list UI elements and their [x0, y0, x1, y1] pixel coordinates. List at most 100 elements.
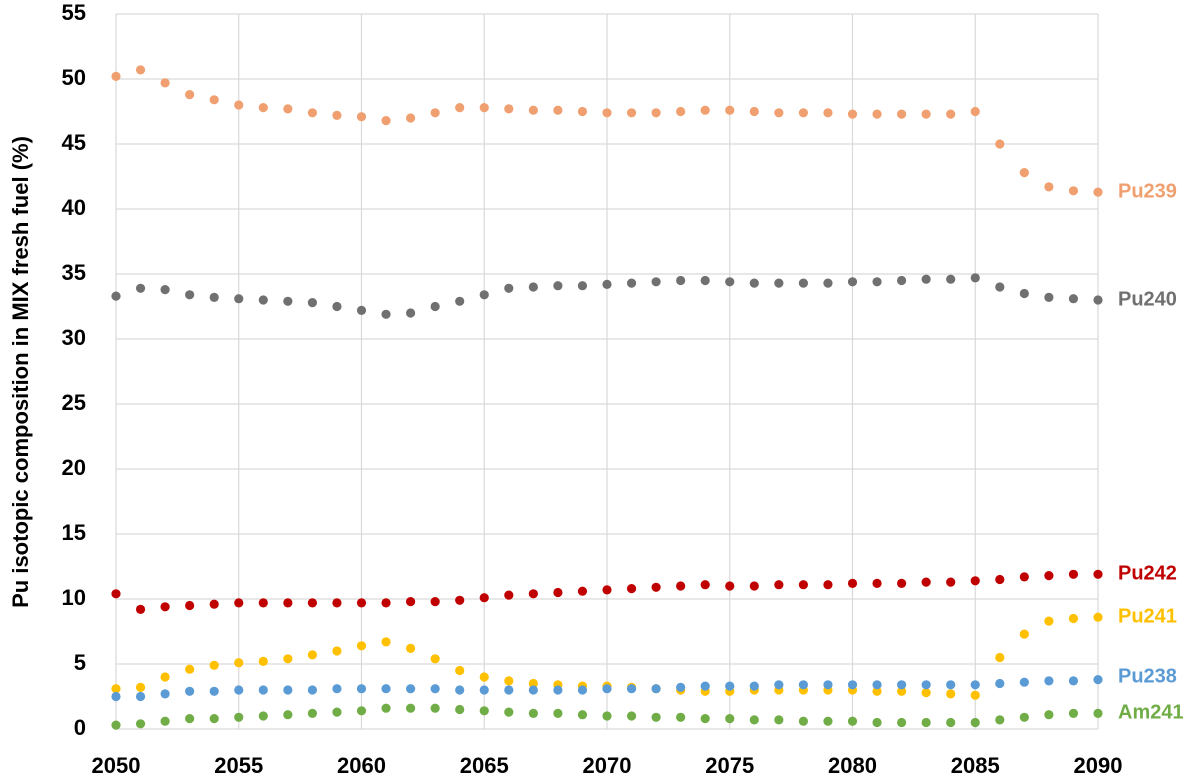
- y-axis-label: Pu isotopic composition in MIX fresh fue…: [8, 136, 33, 608]
- data-point: [528, 685, 538, 695]
- data-point: [160, 716, 170, 726]
- data-point: [234, 598, 244, 608]
- data-point: [209, 714, 219, 724]
- data-point: [774, 108, 784, 118]
- data-point: [897, 717, 907, 728]
- data-point: [626, 278, 637, 288]
- data-point: [774, 278, 784, 288]
- data-point: [946, 689, 956, 699]
- data-point: [921, 274, 931, 284]
- data-point: [577, 106, 588, 117]
- data-point: [1068, 676, 1079, 686]
- series-label: Pu240: [1118, 288, 1177, 310]
- data-point: [823, 716, 833, 726]
- data-point: [700, 580, 710, 590]
- data-point: [823, 680, 833, 690]
- data-point: [651, 108, 661, 118]
- data-point: [356, 598, 367, 608]
- data-point: [283, 104, 293, 114]
- data-point: [258, 598, 268, 608]
- data-point: [504, 676, 514, 686]
- data-point: [1093, 675, 1103, 685]
- data-point: [406, 597, 416, 607]
- data-point: [160, 78, 170, 88]
- data-point: [430, 703, 440, 713]
- data-point: [455, 685, 465, 695]
- data-point: [725, 277, 735, 287]
- data-point: [1093, 708, 1103, 719]
- data-point: [504, 104, 514, 114]
- data-point: [676, 106, 686, 117]
- data-point: [725, 581, 735, 591]
- data-point: [479, 685, 489, 695]
- data-point: [823, 580, 833, 590]
- data-point: [577, 281, 588, 291]
- x-tick-label: 2080: [828, 753, 877, 778]
- data-point: [381, 637, 391, 647]
- series-label: Pu241: [1118, 605, 1177, 627]
- x-tick-label: 2060: [337, 753, 386, 778]
- data-point: [749, 715, 759, 725]
- data-point: [798, 716, 809, 726]
- data-point: [651, 582, 661, 592]
- data-point: [676, 275, 686, 286]
- data-point: [528, 589, 538, 599]
- y-tick-label: 30: [62, 325, 86, 350]
- data-point: [1019, 677, 1029, 687]
- x-tick-label: 2070: [583, 753, 632, 778]
- data-point: [1019, 629, 1029, 639]
- data-point: [602, 108, 612, 118]
- data-point: [626, 711, 637, 721]
- data-point: [332, 301, 342, 312]
- data-point: [356, 112, 367, 122]
- data-point: [528, 105, 538, 115]
- data-point: [1068, 613, 1079, 624]
- data-point: [430, 108, 440, 118]
- data-point: [798, 108, 809, 118]
- data-point: [1019, 288, 1029, 299]
- data-point: [553, 105, 563, 115]
- y-tick-label: 50: [62, 65, 86, 90]
- series-label: Am241: [1118, 702, 1184, 724]
- data-point: [946, 274, 956, 284]
- data-point: [1044, 710, 1054, 720]
- data-point: [626, 684, 637, 694]
- data-point: [406, 684, 416, 694]
- data-point: [479, 290, 489, 300]
- data-point: [332, 598, 342, 608]
- data-point: [258, 711, 268, 721]
- data-point: [528, 282, 538, 292]
- data-point: [651, 684, 661, 694]
- data-point: [332, 110, 342, 120]
- data-point: [651, 277, 661, 287]
- data-point: [725, 714, 735, 724]
- data-point: [185, 664, 195, 674]
- data-point: [872, 686, 882, 696]
- data-point: [332, 646, 342, 656]
- data-point: [847, 578, 858, 589]
- series-label: Pu238: [1118, 666, 1177, 688]
- data-point: [234, 712, 244, 722]
- data-point: [553, 281, 563, 291]
- data-point: [258, 685, 268, 695]
- data-point: [332, 707, 342, 717]
- data-point: [897, 109, 907, 119]
- data-point: [774, 680, 784, 690]
- data-point: [234, 294, 244, 304]
- data-point: [504, 283, 514, 293]
- data-point: [185, 90, 195, 100]
- data-point: [725, 681, 735, 691]
- data-point: [160, 672, 170, 682]
- data-point: [1068, 186, 1079, 196]
- data-point: [430, 597, 440, 607]
- data-point: [111, 720, 121, 730]
- x-tick-label: 2075: [705, 753, 754, 778]
- data-point: [1068, 569, 1079, 579]
- data-point: [1044, 182, 1054, 192]
- data-point: [135, 283, 146, 293]
- data-point: [504, 707, 514, 717]
- data-point: [946, 717, 956, 728]
- data-point: [676, 682, 686, 693]
- data-point: [111, 291, 121, 301]
